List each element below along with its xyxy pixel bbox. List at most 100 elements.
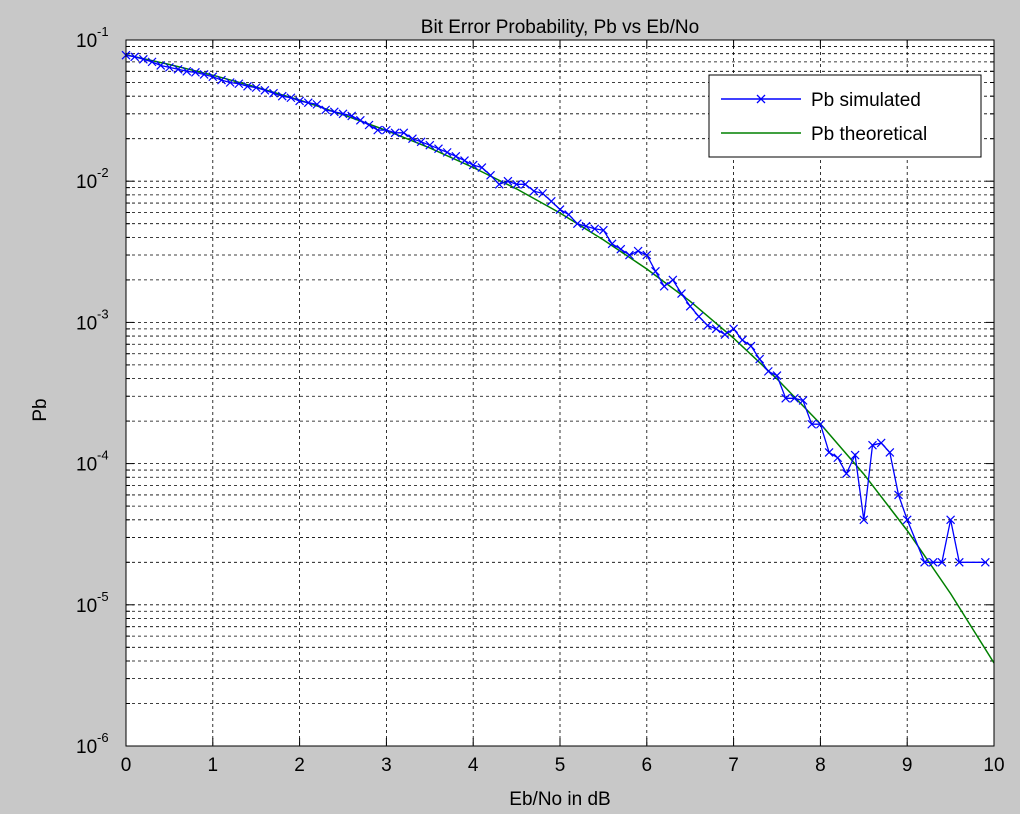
simulated-point-marker [355,115,365,125]
simulated-point-marker [598,225,608,235]
simulated-point-marker [703,321,712,330]
simulated-point-marker [711,324,721,334]
simulated-point-marker [668,275,678,285]
simulated-point-marker [659,281,669,291]
simulated-point-marker [468,160,478,170]
simulated-point-marker [633,246,643,256]
series-line-theoretical [125,54,995,664]
x-tick-label: 9 [902,755,913,776]
y-tick-exponent: -3 [97,306,109,321]
simulated-point-marker [798,396,808,405]
simulated-point-marker [286,93,296,103]
simulated-point-marker [199,70,209,79]
simulated-point-marker [868,440,877,450]
simulated-point-marker [772,371,782,381]
simulated-point-marker [164,62,174,72]
simulated-point-marker [269,88,278,98]
y-tick-base: 10 [76,455,97,476]
simulated-point-marker [416,137,426,147]
simulated-point-marker [946,515,956,525]
simulated-point-marker [425,140,435,150]
x-tick-label: 8 [815,755,826,776]
simulated-point-marker [347,111,357,121]
simulated-point-marker [902,515,912,525]
simulated-point-marker [737,335,747,345]
simulated-point-marker [677,289,686,299]
simulated-point-marker [607,239,617,249]
simulated-point-marker [390,128,400,138]
simulated-point-marker [477,163,487,172]
simulated-point-marker [512,179,522,189]
grid-lines [126,40,994,746]
y-tick-exponent: -1 [97,24,109,39]
simulated-point-marker [173,64,183,74]
simulated-point-marker [503,176,513,186]
simulated-point-marker [251,83,261,93]
simulated-point-marker [824,447,834,457]
simulated-point-marker [781,393,791,403]
x-tick-label: 2 [294,755,305,776]
y-tick-label: 10 -4 [76,448,109,476]
simulated-point-marker [208,72,218,82]
x-tick-label: 7 [728,755,739,776]
tick-marks [125,40,995,747]
simulated-point-marker [399,128,409,138]
simulated-point-marker [755,354,765,364]
simulated-point-marker [147,57,157,67]
simulated-point-marker [850,450,860,460]
legend-box [708,74,982,158]
simulated-point-marker [789,393,799,403]
simulated-point-marker [303,98,313,108]
y-tick-label: 10 -6 [76,730,109,758]
simulated-point-marker [338,109,348,119]
x-tick-label: 0 [121,755,132,776]
simulated-point-marker [954,557,964,567]
simulated-point-marker [572,219,582,229]
simulated-point-marker [243,81,252,91]
simulated-point-marker [920,557,929,567]
simulated-point-marker [156,61,166,70]
simulated-point-marker [746,341,756,351]
y-tick-base: 10 [76,737,97,758]
simulated-point-marker [546,196,556,206]
simulated-point-marker [130,52,140,62]
simulated-point-marker [329,107,339,117]
simulated-point-marker [138,54,148,64]
legend-marker-simulated [756,94,766,104]
simulated-point-marker [373,125,383,135]
simulated-point-marker [182,66,192,76]
simulated-point-marker [625,250,634,260]
simulated-point-marker [859,515,869,525]
simulated-point-marker [529,186,539,196]
y-tick-base: 10 [76,596,97,617]
simulated-point-marker [815,419,825,429]
simulated-point-marker [486,170,495,180]
simulated-point-marker [434,144,443,154]
x-tick-label: 1 [208,755,219,776]
legend-label-theoretical: Pb theoretical [811,124,927,145]
simulated-point-marker [260,85,270,95]
simulated-point-marker [651,266,660,276]
simulated-point-marker [460,156,469,165]
simulated-point-marker [555,205,565,214]
simulated-point-marker [564,210,574,220]
x-tick-label: 4 [468,755,479,776]
y-tick-exponent: -2 [97,165,109,180]
simulated-point-marker [842,469,851,478]
simulated-point-marker [729,324,739,334]
simulated-point-marker [381,125,391,135]
y-tick-base: 10 [76,31,97,52]
simulated-point-marker [885,447,895,457]
simulated-point-marker [937,557,947,567]
chart-title: Bit Error Probability, Pb vs Eb/No [421,17,699,38]
simulated-point-marker [451,151,461,161]
y-tick-exponent: -4 [97,448,109,463]
simulated-point-marker [312,99,322,109]
y-tick-exponent: -5 [97,589,109,604]
y-tick-label: 10 -5 [76,589,109,617]
series-lines [121,50,995,664]
y-tick-label: 10 -3 [76,306,109,334]
x-tick-label: 10 [983,755,1004,776]
simulated-point-marker [694,312,704,321]
